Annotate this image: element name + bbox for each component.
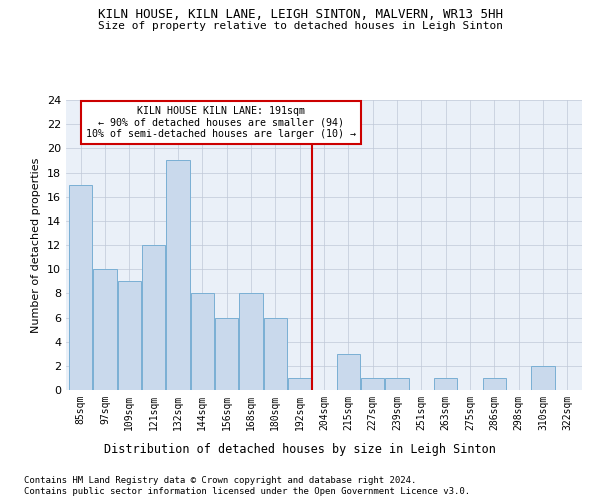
Bar	[434, 378, 457, 390]
Bar	[361, 378, 384, 390]
Bar	[191, 294, 214, 390]
Bar	[483, 378, 506, 390]
Bar	[288, 378, 311, 390]
Bar	[142, 245, 165, 390]
Text: Contains public sector information licensed under the Open Government Licence v3: Contains public sector information licen…	[24, 488, 470, 496]
Bar	[94, 269, 116, 390]
Bar	[118, 281, 141, 390]
Y-axis label: Number of detached properties: Number of detached properties	[31, 158, 41, 332]
Bar	[385, 378, 409, 390]
Bar	[532, 366, 554, 390]
Text: Distribution of detached houses by size in Leigh Sinton: Distribution of detached houses by size …	[104, 442, 496, 456]
Bar	[166, 160, 190, 390]
Text: Contains HM Land Registry data © Crown copyright and database right 2024.: Contains HM Land Registry data © Crown c…	[24, 476, 416, 485]
Text: KILN HOUSE, KILN LANE, LEIGH SINTON, MALVERN, WR13 5HH: KILN HOUSE, KILN LANE, LEIGH SINTON, MAL…	[97, 8, 503, 20]
Bar	[215, 318, 238, 390]
Bar	[264, 318, 287, 390]
Bar	[337, 354, 360, 390]
Bar	[239, 294, 263, 390]
Text: Size of property relative to detached houses in Leigh Sinton: Size of property relative to detached ho…	[97, 21, 503, 31]
Bar	[69, 184, 92, 390]
Text: KILN HOUSE KILN LANE: 191sqm
← 90% of detached houses are smaller (94)
10% of se: KILN HOUSE KILN LANE: 191sqm ← 90% of de…	[86, 106, 356, 139]
